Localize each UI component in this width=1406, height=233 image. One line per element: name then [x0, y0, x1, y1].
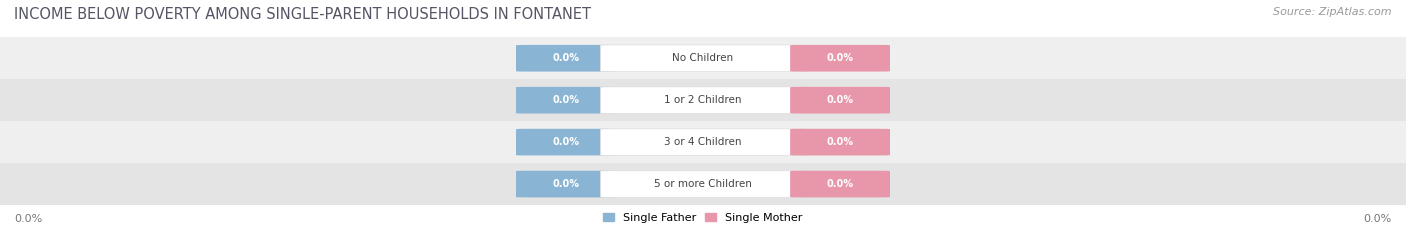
- Text: 5 or more Children: 5 or more Children: [654, 179, 752, 189]
- FancyBboxPatch shape: [790, 129, 890, 155]
- FancyBboxPatch shape: [790, 87, 890, 113]
- FancyBboxPatch shape: [516, 87, 616, 113]
- Bar: [0, 37, 1406, 79]
- FancyBboxPatch shape: [516, 45, 616, 72]
- Text: 1 or 2 Children: 1 or 2 Children: [664, 95, 742, 105]
- FancyBboxPatch shape: [516, 129, 616, 155]
- Text: 0.0%: 0.0%: [827, 53, 853, 63]
- Text: 0.0%: 0.0%: [14, 214, 42, 224]
- Text: 0.0%: 0.0%: [1364, 214, 1392, 224]
- Text: 0.0%: 0.0%: [553, 53, 579, 63]
- Text: 3 or 4 Children: 3 or 4 Children: [664, 137, 742, 147]
- FancyBboxPatch shape: [790, 171, 890, 197]
- Bar: [0, 79, 1406, 121]
- Text: 0.0%: 0.0%: [553, 179, 579, 189]
- Text: 0.0%: 0.0%: [827, 179, 853, 189]
- FancyBboxPatch shape: [600, 87, 806, 113]
- Text: Source: ZipAtlas.com: Source: ZipAtlas.com: [1274, 7, 1392, 17]
- FancyBboxPatch shape: [600, 171, 806, 197]
- Text: 0.0%: 0.0%: [553, 95, 579, 105]
- FancyBboxPatch shape: [600, 45, 806, 72]
- Text: INCOME BELOW POVERTY AMONG SINGLE-PARENT HOUSEHOLDS IN FONTANET: INCOME BELOW POVERTY AMONG SINGLE-PARENT…: [14, 7, 591, 22]
- Bar: [0, 163, 1406, 205]
- FancyBboxPatch shape: [516, 171, 616, 197]
- Text: 0.0%: 0.0%: [553, 137, 579, 147]
- FancyBboxPatch shape: [600, 129, 806, 155]
- Bar: [0, 121, 1406, 163]
- Text: 0.0%: 0.0%: [827, 95, 853, 105]
- Legend: Single Father, Single Mother: Single Father, Single Mother: [599, 209, 807, 227]
- FancyBboxPatch shape: [790, 45, 890, 72]
- Text: No Children: No Children: [672, 53, 734, 63]
- Text: 0.0%: 0.0%: [827, 137, 853, 147]
